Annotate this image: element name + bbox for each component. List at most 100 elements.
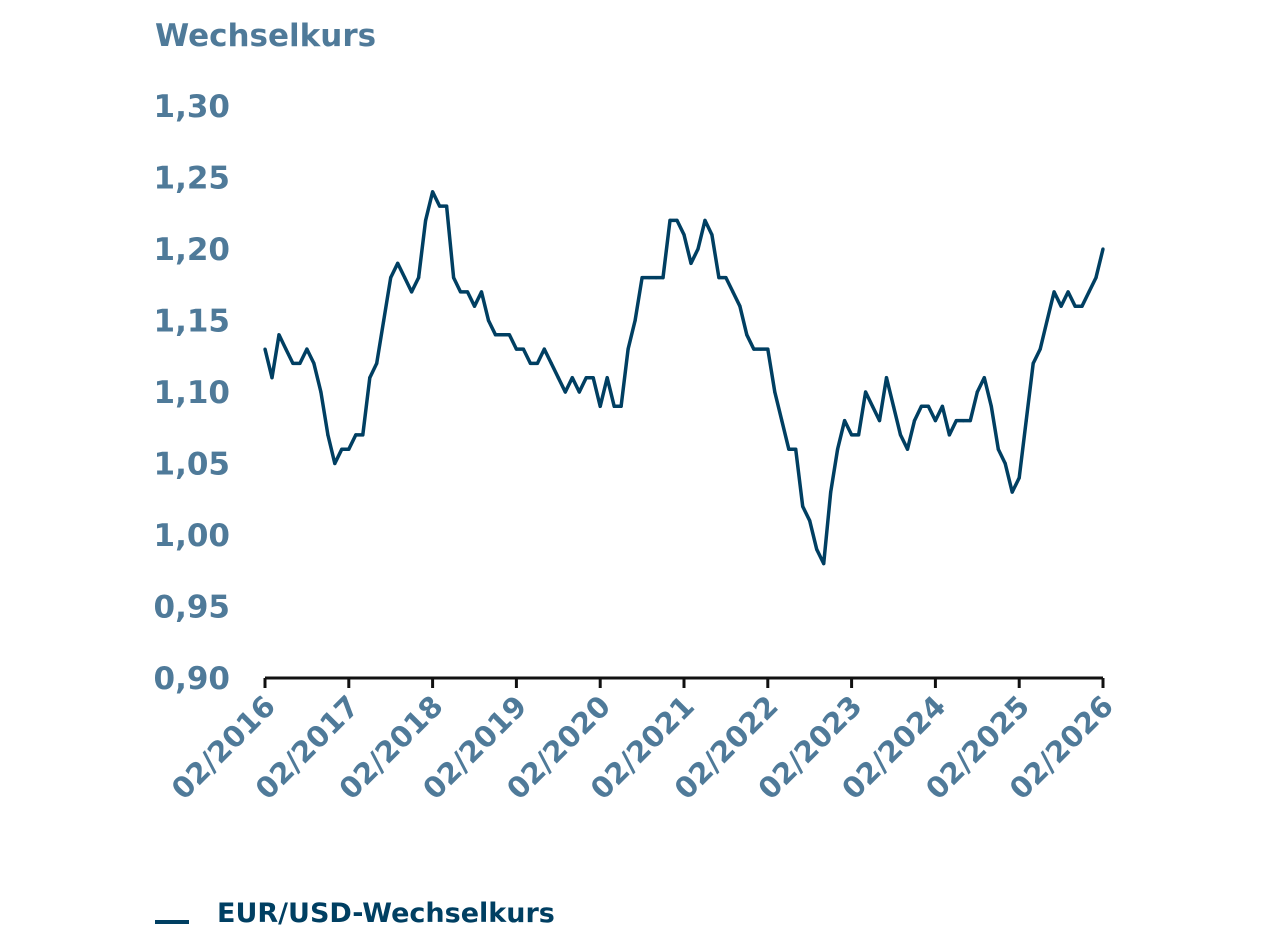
data-point <box>954 419 958 423</box>
data-point <box>808 519 812 523</box>
y-tick-label: 1,15 <box>154 304 231 340</box>
data-point <box>710 233 714 237</box>
data-point <box>479 290 484 294</box>
data-point <box>444 204 449 208</box>
legend: EUR/USD-Wechselkurs <box>155 898 555 929</box>
data-point <box>940 404 944 408</box>
data-point <box>968 419 972 423</box>
data-point <box>961 419 965 423</box>
data-point <box>696 247 700 251</box>
data-point <box>633 318 637 323</box>
data-point <box>1059 304 1063 308</box>
data-point <box>549 361 553 365</box>
data-point <box>263 347 267 351</box>
y-tick-label: 1,00 <box>154 518 231 554</box>
data-point <box>682 233 686 237</box>
data-point <box>919 404 924 408</box>
data-point <box>884 376 889 380</box>
data-point <box>654 276 658 280</box>
data-point <box>312 361 316 365</box>
data-point <box>472 304 477 308</box>
data-point <box>801 504 805 508</box>
data-point <box>612 404 616 408</box>
data-point <box>514 347 519 351</box>
data-point <box>417 276 421 280</box>
data-point <box>451 276 456 280</box>
data-point <box>717 276 721 280</box>
data-point <box>731 290 735 294</box>
data-point <box>891 404 896 408</box>
data-point <box>277 333 281 337</box>
data-point <box>877 419 882 423</box>
data-point <box>933 419 938 423</box>
data-point <box>773 390 777 394</box>
data-point <box>1031 361 1035 365</box>
data-point <box>326 433 330 437</box>
data-point <box>382 318 386 323</box>
data-point <box>458 290 463 294</box>
data-point <box>815 547 819 551</box>
data-point <box>410 290 414 294</box>
data-point <box>424 218 428 222</box>
data-point <box>340 447 344 451</box>
data-point <box>1101 247 1105 251</box>
data-point <box>780 419 784 423</box>
data-point <box>829 490 833 494</box>
data-point <box>493 333 498 337</box>
data-point <box>675 218 679 222</box>
data-point <box>898 433 903 437</box>
data-point <box>591 376 595 380</box>
data-point <box>752 347 756 351</box>
data-point <box>647 276 651 280</box>
data-point <box>989 404 993 408</box>
data-point <box>759 347 763 351</box>
data-point <box>563 390 567 394</box>
y-tick-label: 1,20 <box>154 232 231 268</box>
data-point <box>1017 476 1021 480</box>
data-point <box>598 404 602 408</box>
data-point <box>465 290 470 294</box>
data-point <box>703 218 707 222</box>
y-tick-label: 1,05 <box>154 447 231 483</box>
data-point <box>1087 290 1091 294</box>
data-point <box>431 190 435 194</box>
data-point <box>619 404 623 408</box>
data-point <box>577 390 581 394</box>
data-point <box>766 347 770 351</box>
data-point <box>584 376 588 380</box>
data-point <box>570 376 574 380</box>
data-point <box>354 433 358 437</box>
data-point <box>521 347 525 351</box>
legend-label: EUR/USD-Wechselkurs <box>217 898 555 929</box>
data-point <box>528 361 532 365</box>
data-point <box>975 390 979 394</box>
data-point <box>689 261 693 265</box>
data-point <box>787 447 791 451</box>
legend-swatch <box>155 919 189 924</box>
data-point <box>668 218 672 222</box>
data-point <box>794 447 798 451</box>
data-point <box>850 433 854 437</box>
series-line-eur-usd <box>263 190 1105 566</box>
data-point <box>1080 304 1084 308</box>
data-point <box>284 347 288 351</box>
y-tick-label: 1,10 <box>154 375 231 411</box>
data-point <box>1066 290 1070 294</box>
data-point <box>1038 347 1042 351</box>
y-tick-label: 1,30 <box>154 89 231 125</box>
data-point <box>738 304 742 308</box>
data-point <box>437 204 442 208</box>
data-point <box>843 419 847 423</box>
data-point <box>403 276 407 280</box>
data-point <box>640 276 644 280</box>
data-point <box>507 333 512 337</box>
data-point <box>333 461 337 466</box>
data-point <box>836 447 840 451</box>
data-point <box>996 447 1000 451</box>
data-point <box>870 404 875 408</box>
data-point <box>305 347 309 351</box>
data-point <box>626 347 630 351</box>
data-point <box>270 376 274 380</box>
